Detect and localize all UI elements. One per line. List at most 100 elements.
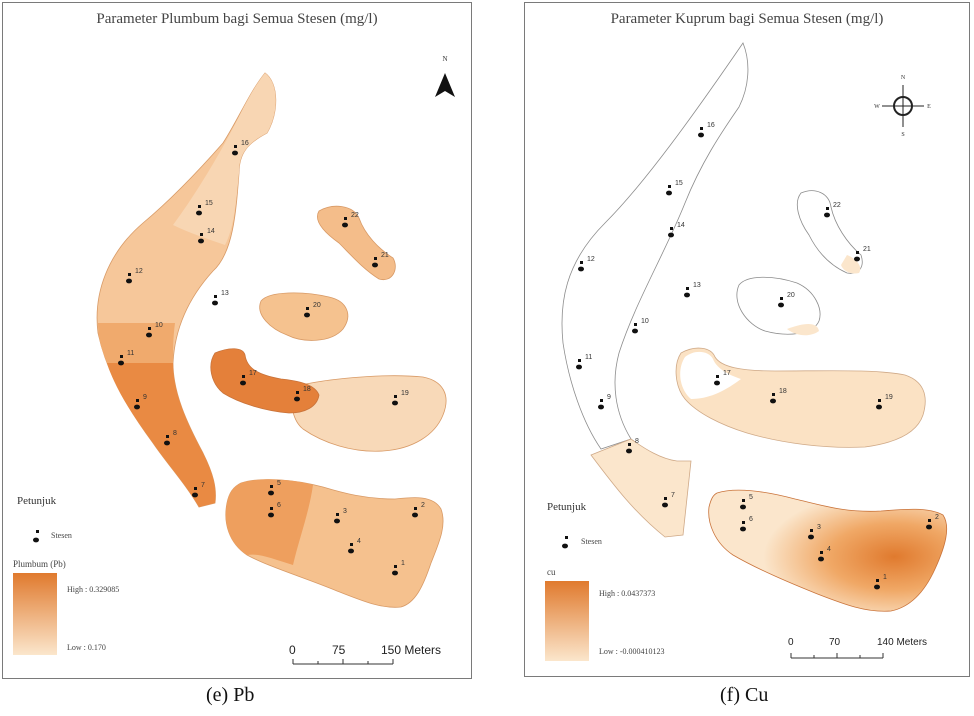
legend-ramp-cu [545, 581, 589, 661]
station-label-14: 14 [207, 228, 215, 235]
station-label-16: 16 [241, 140, 249, 147]
station-marker-3: 3 [808, 524, 821, 540]
station-marker-7: 7 [662, 492, 675, 508]
legend-high-pb: High : 0.329085 [67, 585, 120, 594]
station-label-10: 10 [155, 322, 163, 329]
station-label-7: 7 [671, 492, 675, 499]
station-marker-1: 1 [392, 560, 405, 576]
station-label-19: 19 [401, 390, 409, 397]
station-label-1: 1 [401, 560, 405, 567]
station-label-2: 2 [421, 502, 425, 509]
scale-label-end-pb: 150 Meters [381, 643, 442, 657]
station-marker-18: 18 [770, 388, 787, 404]
scale-label-0-pb: 0 [289, 643, 296, 657]
scale-label-0-cu: 0 [788, 637, 794, 648]
station-label-13: 13 [693, 282, 701, 289]
legend-station-icon [562, 536, 568, 549]
station-marker-6: 6 [740, 516, 753, 532]
station-label-15: 15 [675, 180, 683, 187]
legend-heading-pb: Petunjuk [17, 495, 57, 507]
station-label-21: 21 [863, 246, 871, 253]
station-marker-13: 13 [684, 282, 701, 298]
zone-west-upper [173, 73, 276, 245]
isle-central [675, 347, 926, 448]
caption-pb: (e) Pb [206, 684, 255, 706]
station-label-17: 17 [249, 370, 257, 377]
station-marker-1: 1 [874, 574, 887, 590]
isle-south [708, 489, 948, 612]
station-label-18: 18 [303, 386, 311, 393]
station-label-13: 13 [221, 290, 229, 297]
map-panel-cu: Parameter Kuprum bagi Semua Stesen (mg/l… [524, 2, 970, 677]
zone-west-light [590, 438, 692, 538]
station-label-6: 6 [277, 502, 281, 509]
station-label-14: 14 [677, 222, 685, 229]
station-label-11: 11 [127, 350, 134, 357]
station-label-18: 18 [779, 388, 787, 395]
station-marker-8: 8 [626, 438, 639, 454]
station-marker-20: 20 [778, 292, 795, 308]
compass-icon [882, 85, 924, 127]
station-label-20: 20 [787, 292, 795, 299]
station-marker-4: 4 [348, 538, 361, 554]
station-marker-9: 9 [134, 394, 147, 410]
station-marker-7: 7 [192, 482, 205, 498]
station-marker-11: 11 [118, 350, 134, 366]
legend-ramp-pb [13, 573, 57, 655]
station-label-12: 12 [587, 256, 595, 263]
station-label-8: 8 [173, 430, 177, 437]
station-label-5: 5 [277, 480, 281, 487]
station-marker-22: 22 [824, 202, 841, 218]
legend-station-label-cu: Stesen [581, 537, 602, 546]
scale-label-end-cu: 140 Meters [877, 637, 928, 648]
isle-central-white [680, 351, 741, 399]
station-label-7: 7 [201, 482, 205, 489]
map-canvas-cu: N S E W 12345678910111213141516171819202… [545, 42, 948, 661]
station-marker-5: 5 [268, 480, 281, 496]
station-label-21: 21 [381, 252, 389, 259]
station-label-22: 22 [351, 212, 359, 219]
compass-w: W [874, 104, 880, 110]
station-label-4: 4 [357, 538, 361, 545]
isle-east-light [291, 375, 447, 452]
map-title-pb: Parameter Plumbum bagi Semua Stesen (mg/… [96, 11, 378, 27]
station-label-9: 9 [143, 394, 147, 401]
station-marker-11: 11 [576, 354, 592, 370]
station-marker-15: 15 [196, 200, 213, 216]
islet-22-21 [317, 205, 396, 281]
station-marker-17: 17 [240, 370, 257, 386]
legend-station-icon [33, 530, 39, 543]
station-marker-9: 9 [598, 394, 611, 410]
station-label-3: 3 [343, 508, 347, 515]
station-marker-15: 15 [666, 180, 683, 196]
legend-heading-cu: Petunjuk [547, 501, 587, 513]
station-label-5: 5 [749, 494, 753, 501]
station-label-22: 22 [833, 202, 841, 209]
station-marker-8: 8 [164, 430, 177, 446]
compass-e: E [927, 104, 931, 110]
station-label-12: 12 [135, 268, 143, 275]
islet-20-tint [787, 324, 819, 336]
isle-south-dark [225, 479, 313, 565]
station-label-4: 4 [827, 546, 831, 553]
station-marker-6: 6 [268, 502, 281, 518]
station-label-9: 9 [607, 394, 611, 401]
legend-high-cu: High : 0.0437373 [599, 589, 656, 598]
legend-station-label-pb: Stesen [51, 531, 72, 540]
legend-low-pb: Low : 0.170 [67, 643, 106, 652]
station-marker-10: 10 [146, 322, 163, 338]
station-label-8: 8 [635, 438, 639, 445]
station-label-16: 16 [707, 122, 715, 129]
station-label-20: 20 [313, 302, 321, 309]
station-label-10: 10 [641, 318, 649, 325]
station-marker-16: 16 [232, 140, 249, 156]
station-label-19: 19 [885, 394, 893, 401]
station-label-6: 6 [749, 516, 753, 523]
islet-21-tint [841, 255, 861, 274]
legend-low-cu: Low : -0.000410123 [599, 647, 665, 656]
station-marker-10: 10 [632, 318, 649, 334]
station-marker-19: 19 [876, 394, 893, 410]
islet-20 [259, 292, 349, 341]
